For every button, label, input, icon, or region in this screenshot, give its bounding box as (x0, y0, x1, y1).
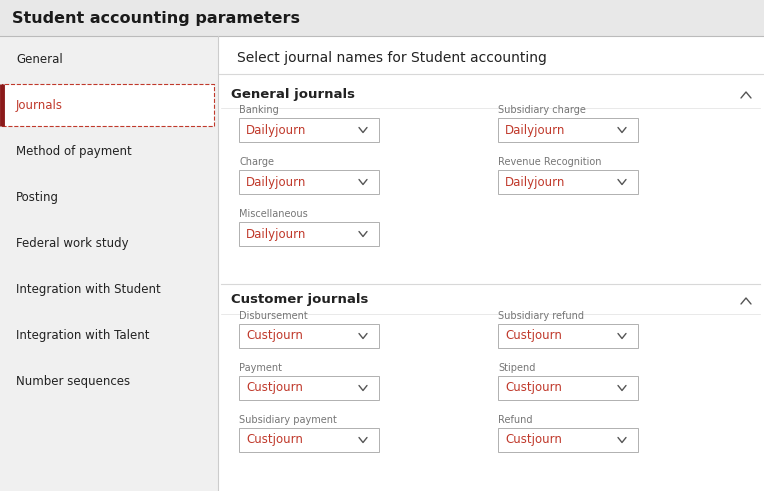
Text: Custjourn: Custjourn (246, 382, 303, 394)
Text: Dailyjourn: Dailyjourn (505, 124, 565, 136)
Bar (0, 0, 764, 36)
Text: Journals: Journals (16, 99, 63, 111)
Text: Dailyjourn: Dailyjourn (246, 227, 306, 241)
Text: Integration with Talent: Integration with Talent (16, 328, 150, 342)
Bar (498, 170, 638, 194)
Text: Miscellaneous: Miscellaneous (239, 209, 308, 219)
Text: Federal work study: Federal work study (16, 237, 128, 249)
Bar (498, 428, 638, 452)
Text: General journals: General journals (231, 87, 355, 101)
Bar (2, 84, 214, 126)
Text: Revenue Recognition: Revenue Recognition (498, 157, 601, 167)
Text: Subsidiary charge: Subsidiary charge (498, 105, 586, 115)
Bar (498, 118, 638, 142)
Bar (239, 118, 379, 142)
Text: Custjourn: Custjourn (505, 382, 562, 394)
Bar (498, 324, 638, 348)
Text: Integration with Student: Integration with Student (16, 282, 160, 296)
Text: Payment: Payment (239, 363, 282, 373)
Bar (498, 376, 638, 400)
Text: Banking: Banking (239, 105, 279, 115)
Text: Select journal names for Student accounting: Select journal names for Student account… (237, 51, 547, 65)
Text: Custjourn: Custjourn (246, 329, 303, 343)
Bar (239, 170, 379, 194)
Text: Dailyjourn: Dailyjourn (246, 175, 306, 189)
Text: Customer journals: Customer journals (231, 294, 368, 306)
Text: Dailyjourn: Dailyjourn (246, 124, 306, 136)
Bar (0, 36, 218, 491)
Text: Stipend: Stipend (498, 363, 536, 373)
Text: Custjourn: Custjourn (246, 434, 303, 446)
Text: Disbursement: Disbursement (239, 311, 308, 321)
Text: Charge: Charge (239, 157, 274, 167)
Bar (239, 324, 379, 348)
Text: Custjourn: Custjourn (505, 329, 562, 343)
Bar (239, 428, 379, 452)
Text: Posting: Posting (16, 191, 59, 203)
Text: Method of payment: Method of payment (16, 144, 131, 158)
Text: Refund: Refund (498, 415, 533, 425)
Text: Dailyjourn: Dailyjourn (505, 175, 565, 189)
Bar (239, 222, 379, 246)
Bar (219, 36, 764, 491)
Text: Custjourn: Custjourn (505, 434, 562, 446)
Text: Subsidiary refund: Subsidiary refund (498, 311, 584, 321)
Text: Number sequences: Number sequences (16, 375, 130, 387)
Text: General: General (16, 53, 63, 65)
Text: Subsidiary payment: Subsidiary payment (239, 415, 337, 425)
Text: Student accounting parameters: Student accounting parameters (12, 10, 300, 26)
Bar (239, 376, 379, 400)
